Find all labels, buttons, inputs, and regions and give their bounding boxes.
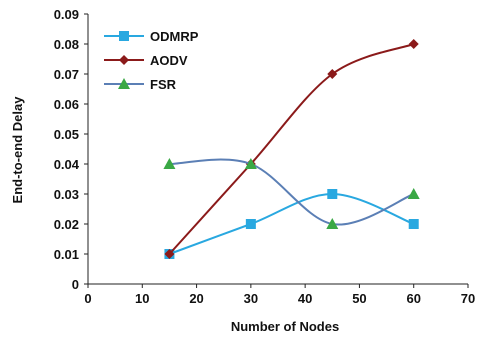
x-tick-label: 40 — [298, 291, 312, 306]
data-point-fsr — [326, 218, 339, 229]
y-axis-title: End-to-end Delay — [10, 96, 25, 204]
x-tick-label: 70 — [461, 291, 475, 306]
y-tick-label: 0 — [72, 277, 79, 292]
data-point-aodv — [327, 69, 338, 79]
series-line-aodv — [168, 43, 415, 255]
data-point-aodv — [408, 39, 419, 49]
y-tick-label: 0.01 — [54, 247, 79, 262]
x-axis-title: Number of Nodes — [231, 319, 339, 334]
series-aodv — [164, 39, 419, 259]
axes: 0 10 20 30 40 50 60 70 0 0.01 0.02 0.03 0.04 0.05 0.06… — [54, 7, 476, 306]
data-point-odmrp — [245, 219, 256, 229]
x-tick-label: 0 — [84, 291, 91, 306]
legend-label-fsr: FSR — [150, 77, 177, 92]
legend-item-aodv: AODV — [104, 53, 188, 68]
legend: ODMRP AODV FSR — [104, 29, 199, 92]
data-point-fsr — [244, 158, 257, 169]
legend-label-odmrp: ODMRP — [150, 29, 199, 44]
y-tick-label: 0.04 — [54, 157, 80, 172]
x-tick-label: 60 — [406, 291, 420, 306]
x-tick-label: 30 — [244, 291, 258, 306]
y-tick-label: 0.09 — [54, 7, 79, 22]
series-line-fsr — [169, 158, 415, 226]
legend-marker-fsr — [118, 78, 130, 89]
legend-item-fsr: FSR — [104, 77, 177, 92]
x-tick-label: 10 — [135, 291, 149, 306]
y-tick-label: 0.06 — [54, 97, 79, 112]
y-tick-label: 0.07 — [54, 67, 79, 82]
y-tick-label: 0.05 — [54, 127, 79, 142]
x-tick-label: 20 — [189, 291, 203, 306]
y-tick-label: 0.08 — [54, 37, 79, 52]
data-point-fsr — [407, 188, 420, 199]
data-point-aodv — [164, 249, 175, 259]
series-fsr — [163, 158, 420, 229]
series-layer — [163, 39, 420, 259]
data-point-fsr — [163, 158, 176, 169]
data-point-odmrp — [408, 219, 419, 229]
legend-marker-aodv — [119, 55, 129, 65]
y-tick-label: 0.03 — [54, 187, 79, 202]
data-point-odmrp — [327, 189, 338, 199]
x-tick-label: 50 — [352, 291, 366, 306]
legend-marker-odmrp — [119, 31, 129, 41]
series-line-odmrp — [169, 192, 415, 255]
legend-label-aodv: AODV — [150, 53, 188, 68]
series-odmrp — [164, 189, 419, 259]
legend-item-odmrp: ODMRP — [104, 29, 199, 44]
y-tick-label: 0.02 — [54, 217, 79, 232]
